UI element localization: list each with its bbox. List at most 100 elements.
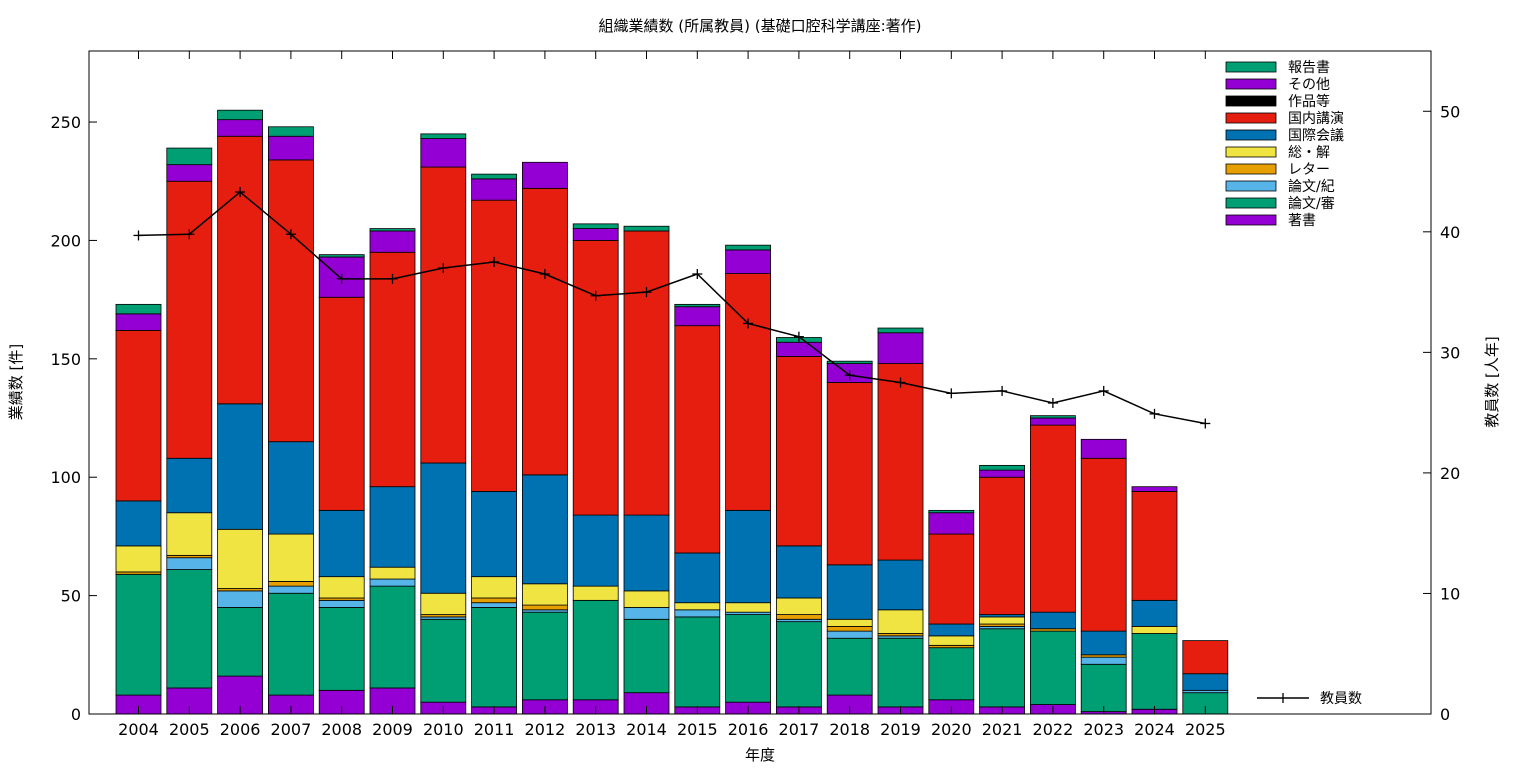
x-tick-label: 2005 [169, 720, 210, 739]
bar-segment [318, 599, 365, 608]
legend-item: 総・解 [1225, 145, 1330, 161]
legend-item: その他 [1225, 77, 1330, 93]
bar-segment [826, 630, 873, 639]
x-tick-label: 2007 [271, 720, 312, 739]
legend-item: 論文/紀 [1225, 179, 1335, 195]
bar-segment [1080, 656, 1127, 665]
staff-point [895, 377, 906, 388]
staff-point [997, 385, 1008, 396]
bar-segment [1182, 640, 1229, 675]
bar-segment [725, 249, 771, 274]
x-tick-label: 2017 [779, 720, 820, 739]
bar-segment [217, 109, 264, 121]
staff-point [1149, 408, 1160, 419]
bar-segment [267, 126, 314, 137]
staff-point [539, 269, 550, 280]
bar-segment [471, 199, 518, 492]
bar-segment [369, 228, 416, 232]
legend-item: 論文/審 [1225, 196, 1335, 212]
y-axis-label: 業績数 [件] [7, 344, 25, 420]
staff-point [184, 229, 195, 240]
bar-segment [877, 332, 924, 364]
x-tick-label: 2013 [575, 720, 616, 739]
bars-layer [115, 109, 1229, 715]
x-axis-label: 年度 [745, 746, 775, 764]
bar-segment [877, 637, 924, 708]
bar-segment [826, 618, 873, 627]
legend-label: 総・解 [1288, 145, 1330, 161]
bar-segment [623, 225, 670, 232]
bar-segment [623, 514, 670, 592]
bar-segment [166, 557, 213, 570]
bar-segment [572, 585, 619, 601]
bar-segment [725, 509, 771, 604]
bar-segment [826, 564, 873, 620]
staff-point [793, 331, 804, 342]
legend-swatch [1225, 146, 1277, 158]
legend-swatch [1225, 61, 1277, 73]
bar-segment [776, 597, 822, 615]
staff-point [692, 269, 703, 280]
bar-segment [522, 187, 568, 476]
bar-segment [1131, 625, 1178, 634]
bar-segment [725, 244, 771, 251]
bar-segment [776, 614, 822, 620]
bar-segment [217, 590, 264, 608]
legend-label: 国際会議 [1288, 127, 1344, 144]
staff-point [285, 229, 296, 240]
bar-segment [674, 609, 721, 618]
bar-segment [115, 500, 162, 547]
bar-segment [420, 133, 467, 140]
bar-segment [166, 569, 213, 689]
bar-segment [267, 581, 314, 587]
bar-segment [979, 628, 1025, 708]
bar-segment [115, 545, 162, 573]
bar-segment [522, 611, 568, 701]
bar-segment [1080, 663, 1127, 713]
bar-segment [1030, 630, 1076, 705]
bar-segment [471, 576, 518, 599]
bar-segment [217, 135, 264, 405]
staff-point [1200, 418, 1211, 429]
bar-segment [1080, 457, 1127, 632]
chart-title: 組織業績数 (所属教員) (基礎口腔科学講座:著作) [598, 17, 921, 35]
bar-segment [267, 159, 314, 443]
bar-segment [979, 469, 1025, 478]
bar-segment [826, 625, 873, 632]
staff-point [387, 273, 398, 284]
bar-segment [166, 164, 213, 182]
bar-segment [471, 173, 518, 180]
x-tick-label: 2006 [220, 720, 261, 739]
legend-item: 国内講演 [1225, 111, 1344, 127]
bar-segment [928, 623, 975, 637]
bar-segment [572, 240, 619, 516]
y2-axis-label: 教員数 [人年] [1483, 336, 1501, 427]
y-tick-label: 150 [50, 350, 81, 369]
bar-segment [217, 403, 264, 530]
legend-label: 教員数 [1320, 691, 1362, 707]
bar-segment [471, 491, 518, 578]
x-tick-label: 2018 [829, 720, 870, 739]
staff-point [946, 388, 957, 399]
legend-item: レター [1225, 162, 1330, 178]
y2-tick-label: 10 [1440, 584, 1460, 603]
staff-point [1047, 397, 1058, 408]
x-tick-label: 2021 [982, 720, 1023, 739]
bar-segment [522, 161, 568, 189]
bar-segment [1080, 630, 1127, 656]
x-tick-label: 2019 [880, 720, 921, 739]
bar-segment [1131, 599, 1178, 627]
legend-swatch [1225, 112, 1277, 124]
bar-segment [420, 618, 467, 703]
bar-segment [623, 230, 670, 516]
bar-segment [115, 573, 162, 696]
staff-point [438, 262, 449, 273]
legend-label: 報告書 [1288, 60, 1330, 76]
bar-segment [369, 585, 416, 689]
legend-item-line: 教員数 [1257, 691, 1362, 707]
bar-segment [420, 462, 467, 594]
y-tick-label: 100 [50, 468, 81, 487]
staff-point [743, 318, 754, 329]
